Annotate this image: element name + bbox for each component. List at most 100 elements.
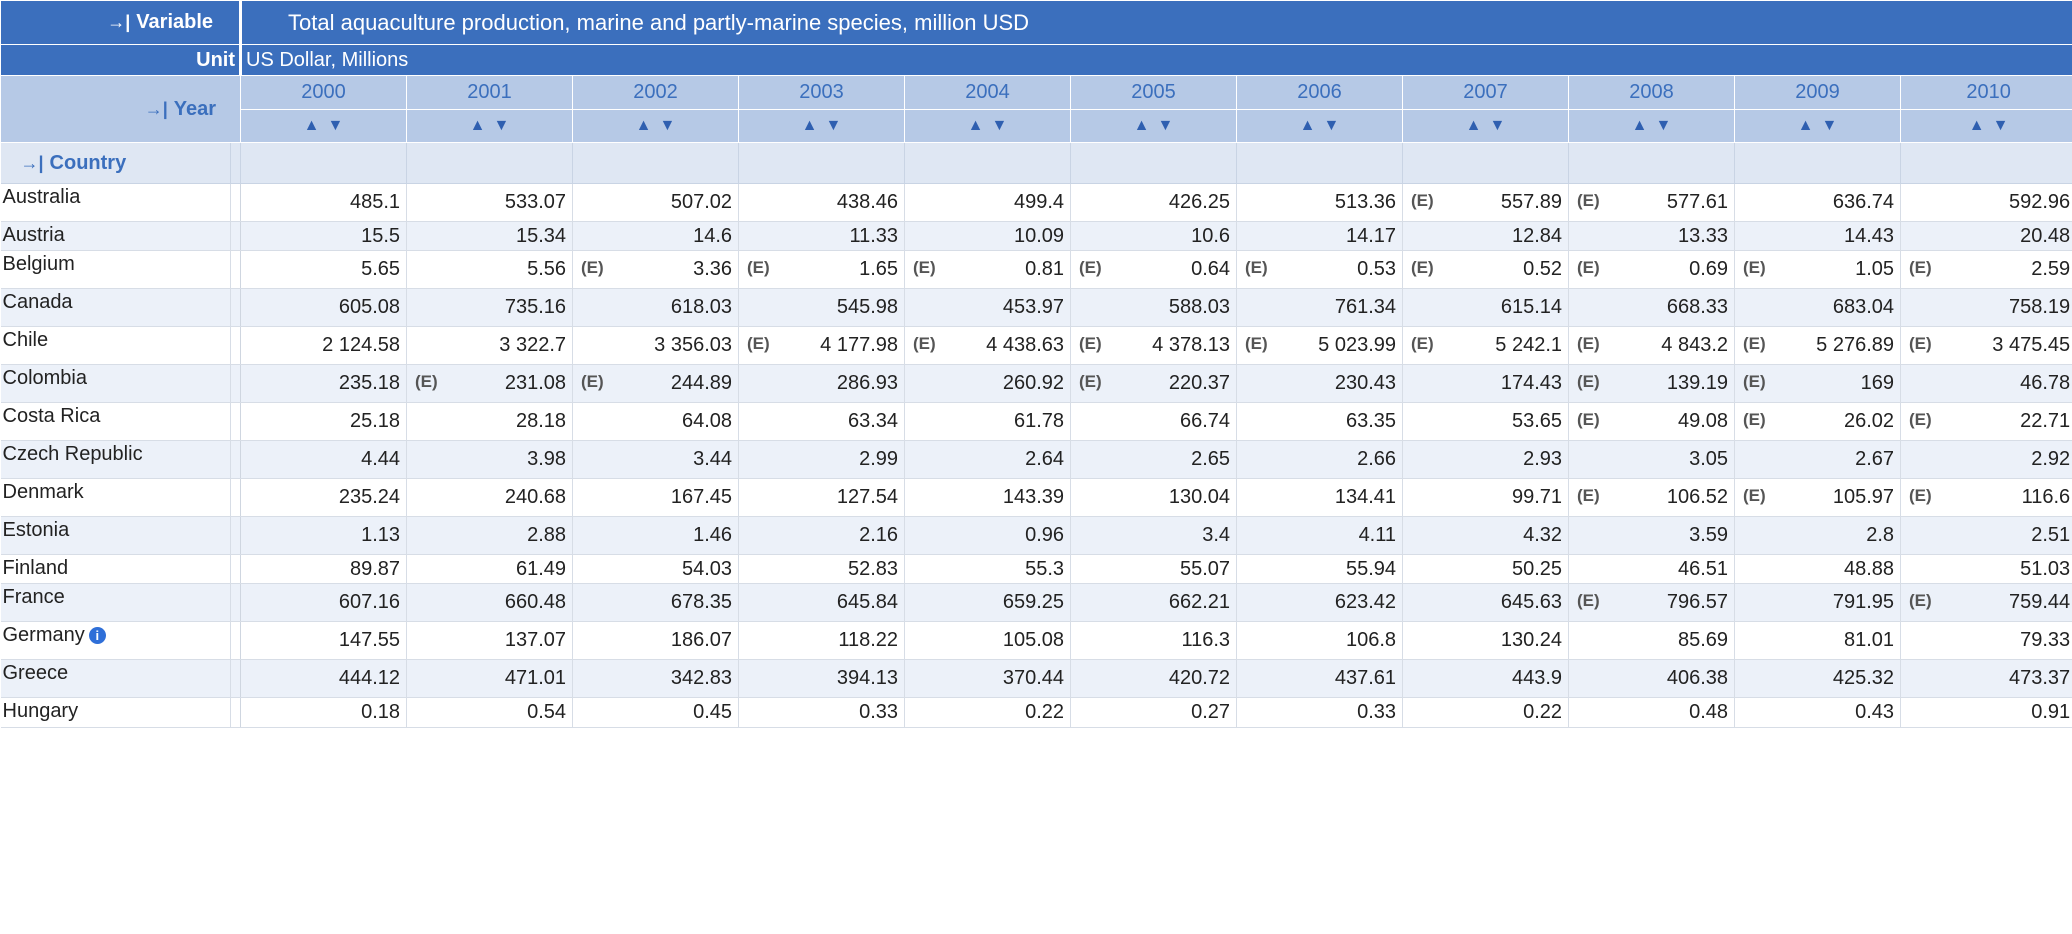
data-cell[interactable]: 61.49 — [406, 554, 574, 584]
data-cell[interactable]: 406.38 — [1568, 659, 1736, 698]
data-cell[interactable]: 791.95 — [1734, 583, 1902, 622]
data-cell[interactable]: 81.01 — [1734, 621, 1902, 660]
data-cell[interactable]: (E) 5 276.89 — [1734, 326, 1902, 365]
data-cell[interactable]: (E) 0.69 — [1568, 250, 1736, 289]
data-cell[interactable]: 116.3 — [1070, 621, 1238, 660]
data-cell[interactable]: (E) 5 023.99 — [1236, 326, 1404, 365]
data-cell[interactable]: (E) 0.81 — [904, 250, 1072, 289]
data-cell[interactable]: 438.46 — [738, 183, 906, 222]
data-cell[interactable]: 48.88 — [1734, 554, 1902, 584]
data-cell[interactable]: 25.18 — [240, 402, 408, 441]
data-cell[interactable]: 645.63 — [1402, 583, 1570, 622]
data-cell[interactable]: (E) 1.05 — [1734, 250, 1902, 289]
data-cell[interactable]: 645.84 — [738, 583, 906, 622]
data-cell[interactable]: 683.04 — [1734, 288, 1902, 327]
data-cell[interactable]: 174.43 — [1402, 364, 1570, 403]
sort-ascending-icon[interactable]: ▲ — [1299, 117, 1316, 134]
data-cell[interactable]: 12.84 — [1402, 221, 1570, 251]
data-cell[interactable]: (E) 2.59 — [1900, 250, 2072, 289]
sort-ascending-icon[interactable]: ▲ — [1797, 117, 1814, 134]
data-cell[interactable]: 623.42 — [1236, 583, 1404, 622]
data-cell[interactable]: 370.44 — [904, 659, 1072, 698]
estimated-flag[interactable]: (E) — [1909, 410, 1932, 429]
data-cell[interactable]: 127.54 — [738, 478, 906, 517]
data-cell[interactable]: 137.07 — [406, 621, 574, 660]
data-cell[interactable]: 63.35 — [1236, 402, 1404, 441]
info-icon[interactable]: i — [88, 627, 106, 644]
data-cell[interactable]: (E) 0.64 — [1070, 250, 1238, 289]
data-cell[interactable]: 0.22 — [904, 697, 1072, 728]
estimated-flag[interactable]: (E) — [1079, 258, 1102, 277]
data-cell[interactable]: 1.46 — [572, 516, 740, 555]
estimated-flag[interactable]: (E) — [1743, 486, 1766, 505]
estimated-flag[interactable]: (E) — [1245, 334, 1268, 353]
year-column-header[interactable]: 2005 — [1070, 75, 1238, 110]
data-cell[interactable]: 2.66 — [1236, 440, 1404, 479]
data-cell[interactable]: 89.87 — [240, 554, 408, 584]
data-cell[interactable]: 14.17 — [1236, 221, 1404, 251]
year-column-header[interactable]: 2006 — [1236, 75, 1404, 110]
estimated-flag[interactable]: (E) — [1577, 410, 1600, 429]
data-cell[interactable]: 64.08 — [572, 402, 740, 441]
data-cell[interactable]: 28.18 — [406, 402, 574, 441]
data-cell[interactable]: 758.19 — [1900, 288, 2072, 327]
sort-descending-icon[interactable]: ▼ — [1821, 117, 1838, 134]
data-cell[interactable]: (E) 231.08 — [406, 364, 574, 403]
sort-ascending-icon[interactable]: ▲ — [1465, 117, 1482, 134]
sort-ascending-icon[interactable]: ▲ — [967, 117, 984, 134]
data-cell[interactable]: 444.12 — [240, 659, 408, 698]
sort-ascending-icon[interactable]: ▲ — [635, 117, 652, 134]
data-cell[interactable]: 2.92 — [1900, 440, 2072, 479]
data-cell[interactable]: 235.24 — [240, 478, 408, 517]
data-cell[interactable]: (E) 0.53 — [1236, 250, 1404, 289]
data-cell[interactable]: 0.45 — [572, 697, 740, 728]
data-cell[interactable]: 118.22 — [738, 621, 906, 660]
data-cell[interactable]: 106.8 — [1236, 621, 1404, 660]
sort-descending-icon[interactable]: ▼ — [1323, 117, 1340, 134]
data-cell[interactable]: 0.22 — [1402, 697, 1570, 728]
year-column-header[interactable]: 2002 — [572, 75, 740, 110]
data-cell[interactable]: 678.35 — [572, 583, 740, 622]
data-cell[interactable]: 607.16 — [240, 583, 408, 622]
data-cell[interactable]: (E) 22.71 — [1900, 402, 2072, 441]
data-cell[interactable]: 545.98 — [738, 288, 906, 327]
data-cell[interactable]: 235.18 — [240, 364, 408, 403]
data-cell[interactable]: 2 124.58 — [240, 326, 408, 365]
data-cell[interactable]: (E) 139.19 — [1568, 364, 1736, 403]
data-cell[interactable]: 134.41 — [1236, 478, 1404, 517]
data-cell[interactable]: (E) 244.89 — [572, 364, 740, 403]
data-cell[interactable]: 230.43 — [1236, 364, 1404, 403]
data-cell[interactable]: (E) 4 843.2 — [1568, 326, 1736, 365]
sort-ascending-icon[interactable]: ▲ — [303, 117, 320, 134]
data-cell[interactable]: 1.13 — [240, 516, 408, 555]
data-cell[interactable]: 55.94 — [1236, 554, 1404, 584]
data-cell[interactable]: 55.3 — [904, 554, 1072, 584]
estimated-flag[interactable]: (E) — [1743, 334, 1766, 353]
data-cell[interactable]: (E) 5 242.1 — [1402, 326, 1570, 365]
data-cell[interactable]: 53.65 — [1402, 402, 1570, 441]
data-cell[interactable]: (E) 169 — [1734, 364, 1902, 403]
data-cell[interactable]: 46.78 — [1900, 364, 2072, 403]
data-cell[interactable]: 167.45 — [572, 478, 740, 517]
data-cell[interactable]: 3.05 — [1568, 440, 1736, 479]
data-cell[interactable]: 54.03 — [572, 554, 740, 584]
year-column-header[interactable]: 2001 — [406, 75, 574, 110]
data-cell[interactable]: 4.32 — [1402, 516, 1570, 555]
data-cell[interactable]: 513.36 — [1236, 183, 1404, 222]
estimated-flag[interactable]: (E) — [1245, 258, 1268, 277]
data-cell[interactable]: (E) 759.44 — [1900, 583, 2072, 622]
data-cell[interactable]: 636.74 — [1734, 183, 1902, 222]
data-cell[interactable]: 3.59 — [1568, 516, 1736, 555]
year-header[interactable]: →| Year — [0, 75, 242, 143]
data-cell[interactable]: 394.13 — [738, 659, 906, 698]
data-cell[interactable]: (E) 557.89 — [1402, 183, 1570, 222]
data-cell[interactable]: 15.5 — [240, 221, 408, 251]
data-cell[interactable]: 533.07 — [406, 183, 574, 222]
data-cell[interactable]: 15.34 — [406, 221, 574, 251]
data-cell[interactable]: 99.71 — [1402, 478, 1570, 517]
data-cell[interactable]: 668.33 — [1568, 288, 1736, 327]
data-cell[interactable]: 2.99 — [738, 440, 906, 479]
data-cell[interactable]: 3 356.03 — [572, 326, 740, 365]
estimated-flag[interactable]: (E) — [1909, 258, 1932, 277]
estimated-flag[interactable]: (E) — [1577, 334, 1600, 353]
